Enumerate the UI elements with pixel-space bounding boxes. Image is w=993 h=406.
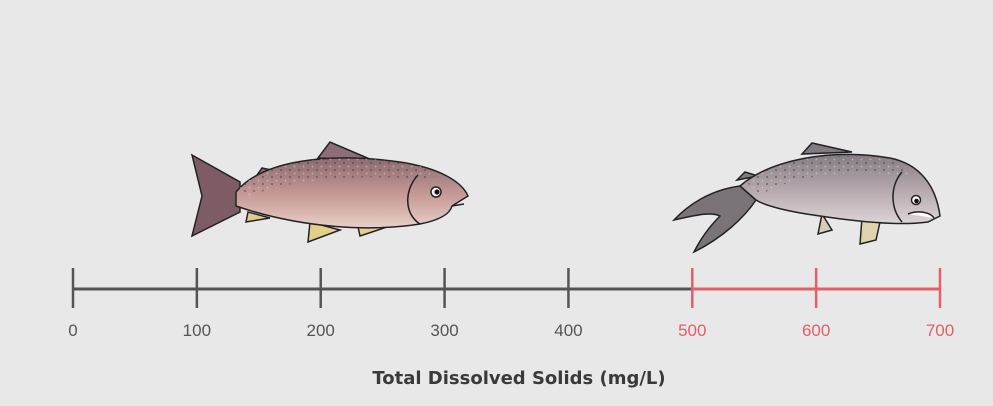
- tick-label: 0: [68, 321, 77, 340]
- healthy-fish-icon: [190, 141, 469, 244]
- axis-title: Total Dissolved Solids (mg/L): [372, 368, 665, 389]
- tick-label: 100: [183, 321, 211, 340]
- tick-label: 200: [307, 321, 335, 340]
- tick-label: 700: [926, 321, 954, 340]
- tds-axis: 0 100 200 300 400 500 600 700: [68, 268, 954, 340]
- unhealthy-fish-icon: [671, 142, 941, 254]
- tick-label: 600: [802, 321, 830, 340]
- tick-label: 300: [430, 321, 458, 340]
- tick-label: 500: [678, 321, 706, 340]
- tick-label: 400: [554, 321, 582, 340]
